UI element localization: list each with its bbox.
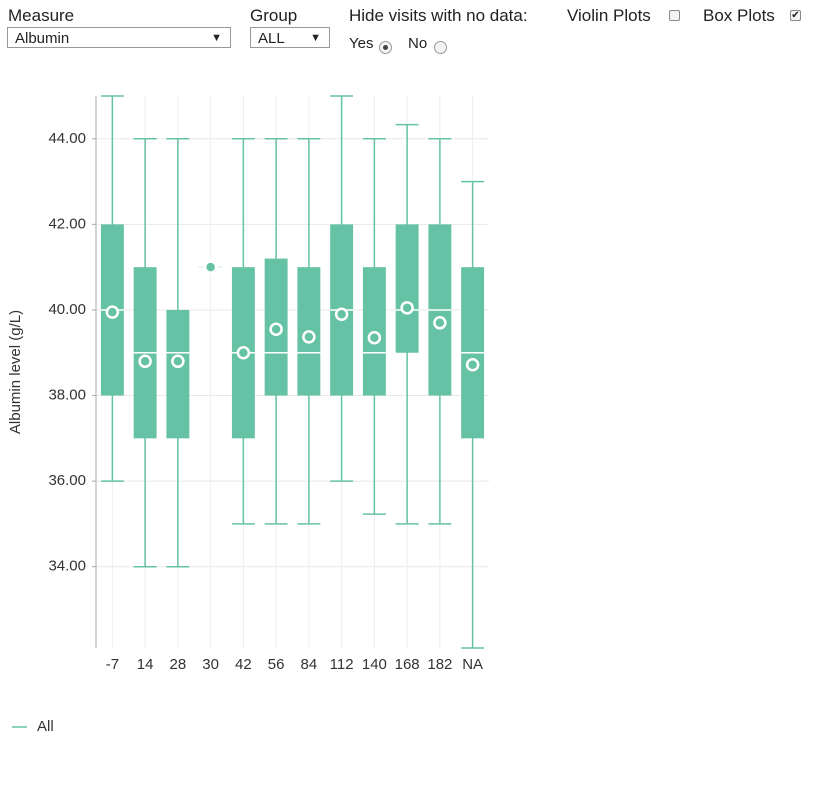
x-tick-label: 42: [235, 656, 252, 673]
mean: [334, 307, 349, 321]
box-checkbox[interactable]: ✔: [790, 10, 801, 21]
y-tick-label: 44.00: [48, 130, 86, 147]
mean: [171, 354, 185, 369]
no-radio[interactable]: [434, 41, 447, 54]
y-tick-label: 34.00: [48, 558, 86, 575]
x-tick-label: 182: [427, 656, 452, 673]
x-tick-label: 56: [268, 656, 285, 673]
mean: [400, 301, 414, 315]
mean: [236, 345, 251, 360]
group-label: Group: [250, 6, 298, 25]
mean: [203, 260, 218, 274]
violin-label: Violin Plots: [567, 6, 651, 25]
mean: [269, 322, 283, 336]
x-tick-label: 30: [202, 656, 219, 673]
x-tick-label: 84: [301, 656, 318, 673]
x-tick-label: 140: [362, 656, 387, 673]
measure-select[interactable]: Albumin ▼: [7, 27, 231, 48]
measure-value: Albumin: [15, 30, 70, 47]
x-tick-label: 168: [395, 656, 420, 673]
group-select[interactable]: ALL ▼: [250, 27, 330, 48]
box-label: Box Plots: [703, 6, 775, 25]
mean: [105, 305, 120, 319]
measure-label: Measure: [8, 6, 75, 25]
arrow: ▼: [211, 32, 222, 44]
x-tick-label: 14: [137, 656, 154, 673]
y-axis-label: Albumin level (g/L): [7, 310, 24, 434]
y-tick-label: 38.00: [48, 387, 86, 404]
yes-radio[interactable]: [379, 41, 392, 54]
mean: [367, 331, 382, 345]
no-label: No: [408, 35, 428, 52]
mean: [302, 330, 316, 344]
y-tick-label: 36.00: [48, 472, 86, 489]
mean: [465, 357, 480, 372]
hide-label: Hide visits with no data:: [349, 6, 528, 25]
legend-label: All: [37, 718, 54, 735]
box: [395, 224, 419, 353]
arrow: ▼: [310, 32, 321, 44]
x-tick-label: 112: [330, 656, 354, 673]
yes-label: Yes: [349, 35, 374, 52]
y-tick-label: 40.00: [48, 301, 86, 318]
y-tick-label: 42.00: [48, 215, 86, 232]
x-tick-label: -7: [106, 656, 119, 673]
mean: [433, 316, 447, 330]
violin-checkbox[interactable]: [669, 10, 680, 21]
mean: [138, 354, 152, 369]
radio-dot: [383, 45, 388, 50]
box: [166, 309, 190, 439]
x-tick-label: NA: [462, 656, 483, 673]
x-tick-label: 28: [170, 656, 187, 673]
group-value: ALL: [258, 30, 285, 47]
